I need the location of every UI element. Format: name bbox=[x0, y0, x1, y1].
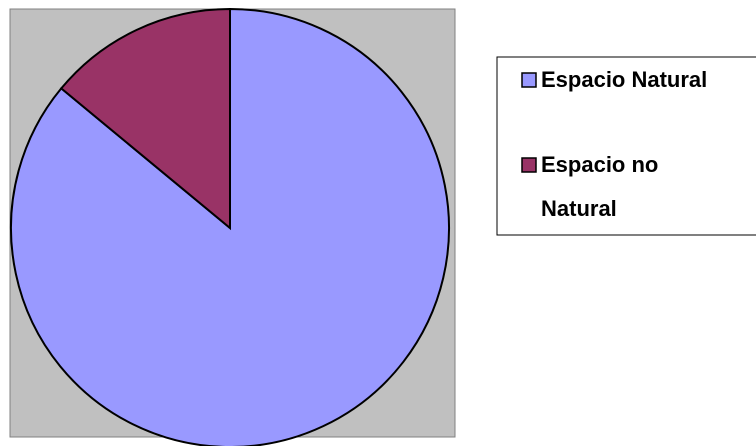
legend-label: Espacio Natural bbox=[541, 67, 708, 92]
pie bbox=[10, 7, 450, 446]
legend bbox=[521, 72, 537, 173]
legend-label: Espacio no Natural bbox=[541, 152, 659, 221]
pie-slice bbox=[59, 7, 231, 231]
legend-swatch bbox=[521, 157, 537, 173]
legend-box bbox=[496, 56, 756, 236]
legend-swatch bbox=[521, 72, 537, 88]
